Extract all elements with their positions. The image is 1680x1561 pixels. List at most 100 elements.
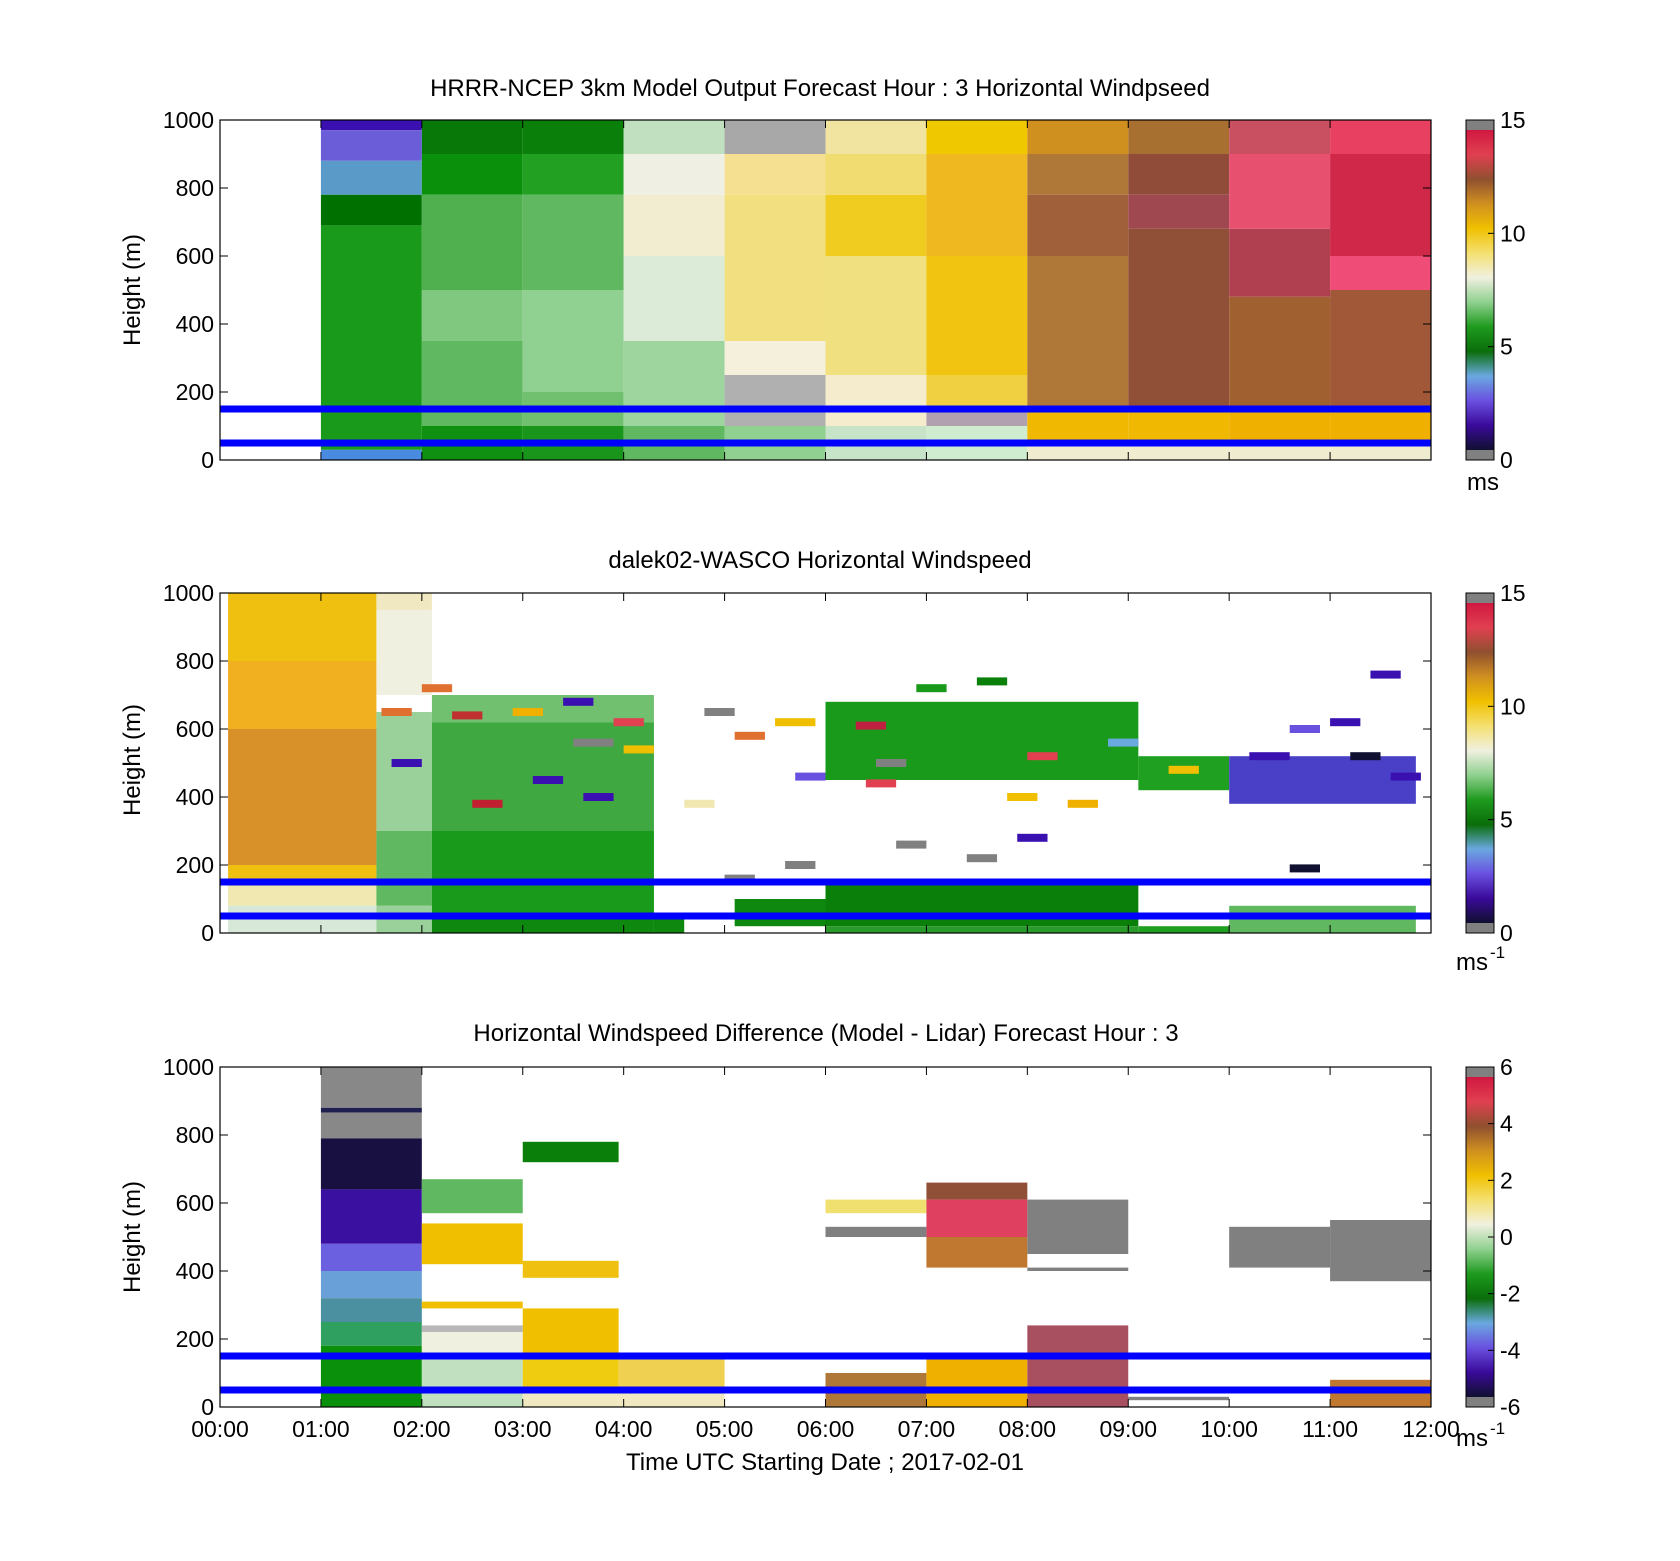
panel-title: Horizontal Windspeed Difference (Model -… (473, 1020, 1178, 1047)
heatmap-cell (320, 1107, 422, 1113)
y-tick-label: 0 (201, 920, 214, 946)
y-tick-label: 600 (176, 716, 214, 742)
heatmap-streak (775, 718, 816, 727)
colorbar-tick-label: 6 (1500, 1054, 1513, 1080)
colorbar-frame (1465, 592, 1495, 934)
colorbar-cap (1466, 1067, 1494, 1077)
heatmap-cell (1229, 446, 1331, 460)
heatmap-cell (1229, 228, 1331, 297)
heatmap-streak (855, 721, 887, 730)
heatmap-cell (1330, 290, 1431, 409)
x-tick-label: 06:00 (797, 1416, 855, 1442)
colorbar-unit: ms (1456, 949, 1488, 976)
colorbar-tick-label: 10 (1500, 220, 1526, 246)
heatmap-cell (320, 120, 422, 131)
y-tick-label: 400 (176, 784, 214, 810)
heatmap-cell (320, 1189, 422, 1244)
colorbar-unit-sup: -1 (1490, 943, 1505, 962)
heatmap-streak (1168, 765, 1199, 774)
heatmap-cell (1128, 228, 1230, 409)
heatmap-streak (1289, 725, 1320, 733)
heatmap-streak (583, 793, 614, 801)
y-tick-label: 400 (176, 311, 214, 337)
heatmap-cell (926, 154, 1028, 256)
heatmap-cell (1229, 154, 1331, 229)
colorbar-tick-label: 4 (1500, 1111, 1513, 1137)
heatmap-cell (376, 610, 432, 695)
heatmap-streak (421, 684, 453, 693)
heatmap-cell (1330, 120, 1431, 154)
heatmap-cell (1027, 256, 1129, 409)
heatmap-cell (320, 1243, 422, 1271)
heatmap-streak (563, 697, 594, 706)
colorbar-unit: ms (1467, 469, 1499, 496)
colorbar: 0 5 10 15 (1465, 107, 1526, 473)
heatmap-streak (573, 738, 614, 747)
panel-lidar-windspeed: dalek02-WASCO Horizontal Windspeed Heigh… (119, 547, 1526, 976)
y-tick-label: 200 (176, 1326, 214, 1352)
heatmap-cell (1330, 256, 1431, 290)
heatmap-cell (228, 865, 377, 882)
heatmap-cell (421, 290, 523, 341)
colorbar-tick-label: 0 (1500, 920, 1513, 946)
heatmap-cell (926, 1237, 1028, 1268)
colorbar: -6 -4 -2 0 2 4 6 (1465, 1054, 1521, 1420)
plot-area: 0 200 400 600 800 1000 (163, 107, 1432, 473)
heatmap-streak (1370, 670, 1401, 679)
colorbar-tick-label: 5 (1500, 807, 1513, 833)
y-axis-label: Height (m) (119, 1181, 146, 1293)
heatmap-streak (966, 854, 998, 863)
heatmap-cell (421, 1325, 523, 1333)
heatmap-streak (1390, 772, 1421, 781)
heatmap-cell (1128, 446, 1230, 460)
heatmap-cell (1128, 154, 1230, 195)
heatmap-cell (1229, 296, 1331, 409)
heatmap-cell (1027, 154, 1129, 195)
colorbar-gradient (1466, 603, 1494, 923)
heatmap-cell (522, 194, 624, 290)
x-tick-label: 03:00 (494, 1416, 552, 1442)
y-tick-label: 600 (176, 1190, 214, 1216)
heatmap-cell (421, 1332, 523, 1356)
heatmap-streak (381, 708, 412, 716)
heatmap-cell (376, 593, 432, 610)
y-tick-label: 0 (201, 447, 214, 473)
x-tick-label: 08:00 (999, 1416, 1057, 1442)
heatmap-cell (1027, 1267, 1129, 1271)
heatmap-cell (522, 1308, 619, 1353)
heatmap-cell (320, 449, 422, 460)
heatmap-cell (724, 120, 826, 154)
panel-title: HRRR-NCEP 3km Model Output Forecast Hour… (430, 75, 1210, 102)
x-axis-label: Time UTC Starting Date ; 2017-02-01 (626, 1449, 1024, 1476)
heatmap-cell (320, 130, 422, 161)
heatmap-streak (1027, 752, 1058, 761)
heatmap-cell (1330, 1220, 1431, 1282)
heatmap-cell (522, 154, 624, 195)
heatmap-cell (1027, 1325, 1129, 1407)
heatmap-streak (795, 772, 826, 781)
heatmap-cell (1330, 154, 1431, 256)
heatmap-streak (1108, 738, 1139, 747)
heatmap-cell (228, 661, 377, 729)
y-tick-label: 1000 (163, 580, 214, 606)
heatmap-cell (825, 1199, 927, 1214)
x-tick-label: 04:00 (595, 1416, 653, 1442)
y-tick-label: 0 (201, 1394, 214, 1420)
heatmap-cell (421, 1301, 523, 1309)
heatmap-streak (472, 799, 503, 808)
heatmap-cell (228, 729, 377, 865)
heatmap-streak (896, 840, 927, 849)
heatmap-streak (875, 759, 907, 767)
colorbar-tick-label: 15 (1500, 107, 1526, 133)
heatmap-streak (734, 731, 765, 740)
y-tick-label: 1000 (163, 107, 214, 133)
heatmap-cell (623, 341, 725, 426)
heatmap-cell (1027, 194, 1129, 256)
colorbar-frame (1465, 119, 1495, 461)
colorbar-tick-label: 2 (1500, 1167, 1513, 1193)
heatmap-streak (653, 684, 685, 693)
heatmap-cell (926, 375, 1028, 409)
colorbar-tick-label: -2 (1500, 1281, 1520, 1307)
panel-windspeed-difference: Horizontal Windspeed Difference (Model -… (119, 1020, 1521, 1476)
heatmap-cell (320, 1271, 422, 1299)
